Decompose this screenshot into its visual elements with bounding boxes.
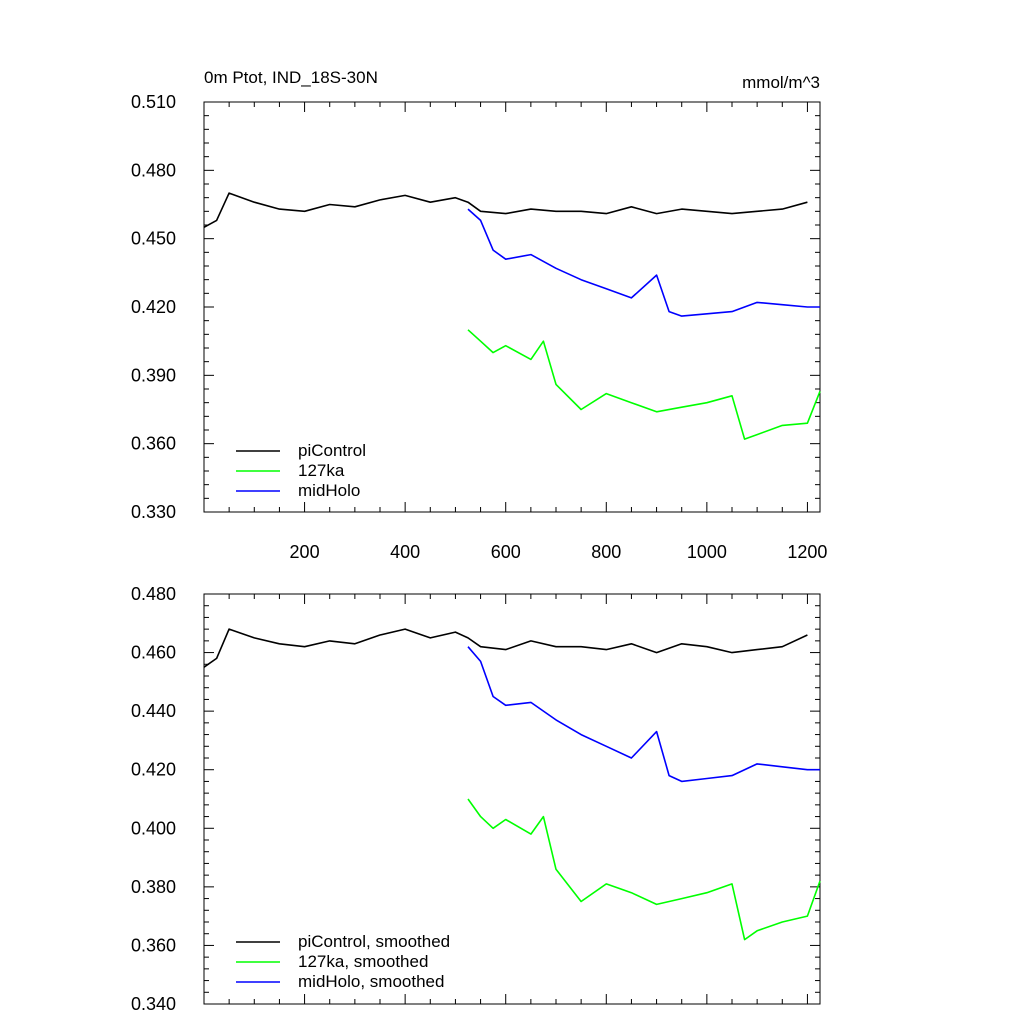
bottom-x-axis bbox=[228, 594, 808, 1004]
bottom-series-127ka-smoothed bbox=[467, 798, 821, 941]
bottom-y-tick-label: 0.340 bbox=[131, 994, 176, 1014]
legend-label-picontrol-smoothed: piControl, smoothed bbox=[298, 932, 450, 951]
top-series-group bbox=[203, 192, 821, 440]
bottom-y-tick-label: 0.360 bbox=[131, 935, 176, 955]
top-y-axis: 0.330 0.360 0.390 0.420 0.450 0.480 0.510 bbox=[131, 92, 820, 522]
bottom-y-tick-label: 0.440 bbox=[131, 701, 176, 721]
legend-label-127ka: 127ka bbox=[298, 461, 345, 480]
top-plot-frame bbox=[203, 101, 821, 513]
top-series-127ka bbox=[467, 329, 821, 440]
bottom-y-tick-label: 0.480 bbox=[131, 584, 176, 604]
top-x-tick-label: 600 bbox=[491, 542, 521, 562]
legend-label-midholo-smoothed: midHolo, smoothed bbox=[298, 972, 444, 991]
top-chart-units: mmol/m^3 bbox=[742, 73, 820, 92]
bottom-y-tick-label: 0.400 bbox=[131, 818, 176, 838]
top-x-tick-label: 400 bbox=[390, 542, 420, 562]
bottom-y-tick-label: 0.460 bbox=[131, 643, 176, 663]
top-series-midholo bbox=[467, 208, 820, 317]
top-x-tick-label: 1000 bbox=[687, 542, 727, 562]
top-x-axis: 200 400 600 800 1000 1200 bbox=[228, 102, 827, 562]
bottom-legend: piControl, smoothed 127ka, smoothed midH… bbox=[236, 932, 450, 991]
top-y-tick-label: 0.480 bbox=[131, 160, 176, 180]
bottom-y-tick-label: 0.420 bbox=[131, 760, 176, 780]
legend-label-picontrol: piControl bbox=[298, 441, 366, 460]
bottom-series-midholo-smoothed bbox=[467, 646, 820, 783]
top-chart-title: 0m Ptot, IND_18S-30N bbox=[204, 68, 378, 87]
top-y-tick-label: 0.450 bbox=[131, 229, 176, 249]
legend-label-127ka-smoothed: 127ka, smoothed bbox=[298, 952, 428, 971]
top-series-picontrol bbox=[203, 192, 808, 229]
top-x-tick-label: 1200 bbox=[787, 542, 827, 562]
top-x-tick-label: 800 bbox=[591, 542, 621, 562]
top-x-tick-label: 200 bbox=[290, 542, 320, 562]
bottom-series-group bbox=[203, 628, 821, 941]
bottom-y-axis: 0.340 0.360 0.380 0.400 0.420 0.440 0.460 0.480 bbox=[131, 584, 820, 1014]
top-y-tick-label: 0.420 bbox=[131, 297, 176, 317]
bottom-panel: 0.340 0.360 0.380 0.400 0.420 0.440 0.460 0.480… bbox=[131, 584, 821, 1014]
top-y-tick-label: 0.360 bbox=[131, 434, 176, 454]
top-y-tick-label: 0.330 bbox=[131, 502, 176, 522]
bottom-plot-frame bbox=[203, 593, 821, 1005]
legend-label-midholo: midHolo bbox=[298, 481, 360, 500]
top-legend: piControl 127ka midHolo bbox=[236, 441, 366, 500]
top-panel: 0m Ptot, IND_18S-30N mmol/m^3 0.330 0.360… bbox=[131, 68, 827, 562]
bottom-y-tick-label: 0.380 bbox=[131, 877, 176, 897]
top-y-tick-label: 0.390 bbox=[131, 365, 176, 385]
bottom-series-picontrol-smoothed bbox=[203, 628, 808, 668]
top-y-tick-label: 0.510 bbox=[131, 92, 176, 112]
